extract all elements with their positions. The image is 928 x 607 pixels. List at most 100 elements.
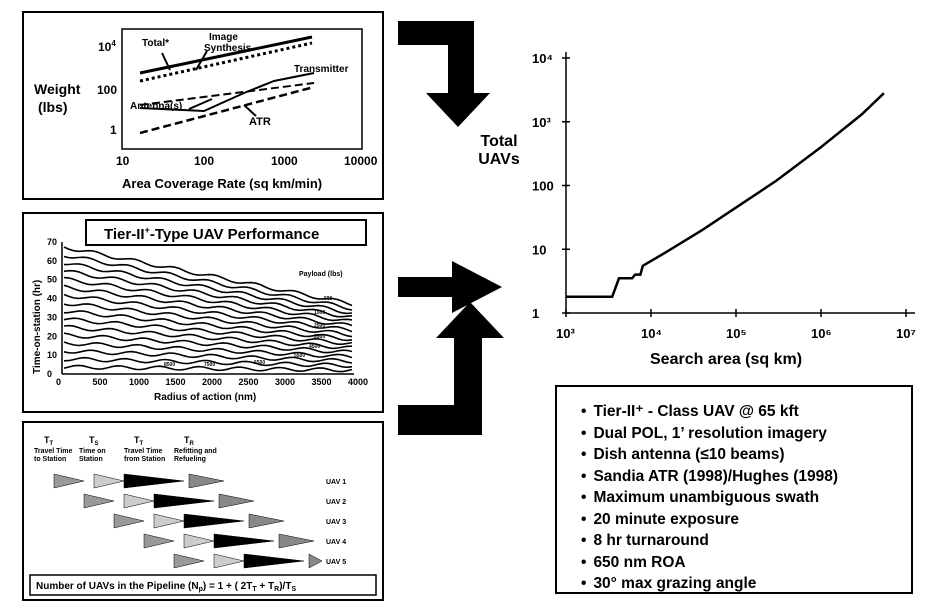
pipeline-triangle — [123, 473, 185, 489]
performance-xtick: 2500 — [239, 377, 259, 387]
performance-title-box — [85, 219, 367, 246]
performance-curve — [63, 317, 353, 345]
performance-ytick: 70 — [47, 237, 57, 247]
performance-curve — [63, 246, 353, 307]
pipeline-triangle — [93, 473, 125, 489]
main-xtick: 10⁶ — [811, 326, 831, 341]
pipeline-triangle — [213, 553, 245, 569]
performance-chart-panel: Tier-II+-Type UAV Performance Time-on-st… — [22, 212, 384, 413]
antenna-label: Antenna(s) — [130, 101, 182, 112]
main-ytick: 10⁴ — [532, 51, 553, 66]
main-ytick: 100 — [532, 179, 554, 194]
payload-legend: Payload (lbs) — [299, 271, 343, 278]
main-y-label-line2: UAVs — [478, 151, 520, 168]
performance-ytick: 10 — [47, 350, 57, 360]
atr-label: ATR — [249, 116, 271, 128]
atr-curve — [139, 85, 315, 135]
transmitter-curve — [139, 72, 315, 113]
pipeline-triangle — [308, 553, 323, 569]
performance-curve — [63, 263, 353, 315]
weight-ytick: 100 — [97, 83, 117, 97]
performance-ytick: 0 — [47, 369, 52, 379]
performance-ytick: 40 — [47, 294, 57, 304]
pipeline-triangle — [213, 533, 275, 549]
payload-label: 6500 — [254, 360, 265, 366]
pipeline-triangle — [278, 533, 315, 549]
antenna-curve — [139, 82, 315, 106]
weight-x-label: Area Coverage Rate (sq km/min) — [122, 176, 322, 191]
phase-label: to Station — [34, 456, 66, 463]
performance-xtick: 3000 — [275, 377, 295, 387]
weight-xtick: 10000 — [344, 154, 378, 168]
weight-xtick: 10 — [116, 154, 130, 168]
uav-label: UAV 3 — [326, 519, 346, 526]
performance-curve — [63, 324, 353, 350]
payload-label: 1500 — [314, 310, 325, 316]
performance-curve — [63, 293, 353, 333]
phase-symbol: TT — [44, 435, 54, 447]
performance-xtick: 3500 — [312, 377, 332, 387]
performance-curve — [63, 284, 353, 327]
phase-label: Travel Time — [124, 448, 163, 455]
pipeline-formula: Number of UAVs in the Pipeline (Np) = 1 … — [36, 581, 296, 593]
pipeline-triangle — [248, 513, 285, 529]
weight-plot-frame — [121, 28, 363, 150]
main-ytick: 10³ — [532, 115, 551, 130]
weight-y-label-1: Weight — [34, 81, 81, 97]
performance-xtick: 1500 — [166, 377, 186, 387]
payload-label: 3500 — [314, 334, 325, 340]
uav-label: UAV 5 — [326, 559, 346, 566]
main-ytick: 1 — [532, 306, 539, 321]
uav-label: UAV 2 — [326, 499, 346, 506]
performance-curve — [63, 310, 353, 342]
performance-curve — [63, 341, 353, 359]
pointer-arrow — [243, 104, 257, 117]
assumptions-list: Tier-II⁺ - Class UAV @ 65 kftDual POL, 1… — [581, 401, 911, 595]
pipeline-triangle — [173, 553, 205, 569]
arrow-right — [398, 261, 502, 313]
pipeline-triangle — [113, 513, 145, 529]
pipeline-triangle — [183, 513, 245, 529]
payload-label: 8500 — [164, 362, 175, 368]
pointer-arrow — [195, 50, 208, 71]
main-x-label: Search area (sq km) — [650, 351, 802, 368]
performance-x-label: Radius of action (nm) — [154, 392, 256, 403]
payload-label: 7500 — [204, 362, 215, 368]
payload-label: 500 — [324, 296, 333, 302]
performance-xtick: 4000 — [348, 377, 368, 387]
performance-ytick: 50 — [47, 275, 57, 285]
pointer-arrow — [188, 98, 213, 110]
performance-curve — [63, 276, 353, 322]
performance-xtick: 2000 — [202, 377, 222, 387]
performance-curve — [63, 364, 353, 373]
performance-xtick: 500 — [93, 377, 108, 387]
pipeline-triangle — [183, 533, 215, 549]
curved-arrow-up — [398, 302, 504, 435]
payload-label: 2500 — [314, 323, 325, 329]
main-y-label-line1: Total — [480, 133, 518, 150]
assumption-item: Dish antenna (≤10 beams) — [581, 444, 911, 466]
phase-label: Time on — [79, 448, 106, 455]
phase-symbol: TS — [89, 435, 99, 447]
assumption-item: Maximum unambiguous swath — [581, 487, 911, 509]
performance-curve — [63, 356, 353, 369]
assumption-item: Dual POL, 1’ resolution imagery — [581, 423, 911, 445]
assumption-item: 30° max grazing angle — [581, 573, 911, 595]
performance-title: Tier-II+-Type UAV Performance — [104, 225, 319, 243]
pipeline-triangle — [153, 513, 185, 529]
curved-arrow-down — [398, 21, 490, 127]
payload-label: 4500 — [309, 344, 320, 350]
performance-xtick: 0 — [56, 377, 61, 387]
main-ytick: 10 — [532, 242, 546, 257]
phase-symbol: TR — [184, 435, 195, 447]
pipeline-panel: TT Travel Time to Station TS Time on Station T… — [22, 421, 384, 601]
pipeline-triangle — [53, 473, 85, 489]
performance-chart: Tier-II+-Type UAV Performance Time-on-st… — [32, 219, 368, 403]
main-y-label: Total UAVs — [468, 133, 530, 169]
phase-label: from Station — [124, 456, 165, 463]
assumption-item: Sandia ATR (1998)/Hughes (1998) — [581, 466, 911, 488]
weight-chart-panel: Weight (lbs) 104 100 1 10 100 1000 10000… — [22, 11, 384, 200]
uav-label: UAV 4 — [326, 539, 346, 546]
pipeline-triangle — [188, 473, 225, 489]
